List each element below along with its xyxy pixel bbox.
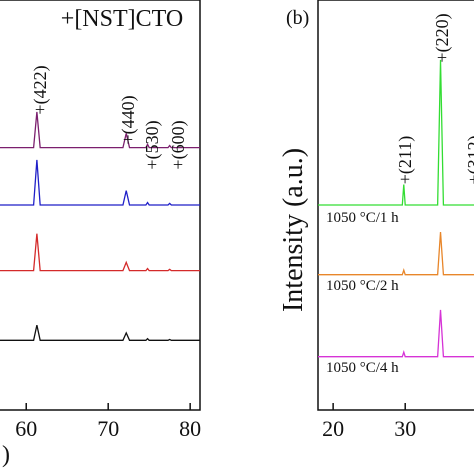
- trace: [318, 232, 474, 276]
- plot-area: [318, 59, 474, 358]
- series-label: 1050 °C/2 h: [326, 278, 399, 294]
- plot-area: [0, 111, 200, 341]
- series-label: 1050 °C/4 h: [326, 360, 399, 376]
- trace: [0, 111, 200, 149]
- series-label: 1050 °C/1 h: [326, 210, 399, 226]
- panel-title: +[NST]CTO: [61, 6, 183, 32]
- x-tick-label: 30: [394, 416, 416, 441]
- x-axis-label: ): [2, 442, 10, 468]
- x-tick-label: 70: [97, 416, 119, 441]
- trace: [318, 59, 474, 206]
- x-tick-label: 20: [322, 416, 344, 441]
- y-axis-label: Intensity (a.u.): [278, 148, 309, 312]
- trace: [0, 324, 200, 341]
- peak-label: +(220): [432, 13, 453, 62]
- x-tick-label: 80: [179, 416, 201, 441]
- trace: [318, 309, 474, 358]
- peak-label: +(211): [395, 136, 416, 184]
- x-tick-label: 60: [15, 416, 37, 441]
- peak-label: +(530): [142, 120, 163, 169]
- trace: [0, 159, 200, 206]
- trace: [0, 233, 200, 272]
- peak-label: +(312): [464, 135, 474, 184]
- peak-label: +(600): [168, 120, 189, 169]
- panel-title: (b): [286, 7, 309, 29]
- peak-label: +(422): [30, 65, 51, 114]
- peak-label: +(440): [118, 95, 139, 144]
